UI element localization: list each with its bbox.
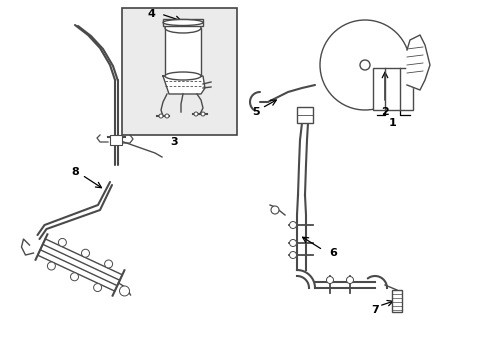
Circle shape [289,239,296,247]
Text: 6: 6 [328,248,336,258]
Ellipse shape [163,19,203,26]
Ellipse shape [164,23,201,33]
Ellipse shape [164,72,201,80]
Text: 5: 5 [252,107,259,117]
Bar [391,290,401,312]
Polygon shape [163,76,204,94]
Circle shape [119,286,129,296]
Circle shape [70,273,79,281]
Text: 4: 4 [147,9,155,19]
Circle shape [270,206,279,214]
Circle shape [93,284,102,292]
Circle shape [164,114,169,118]
Circle shape [289,221,296,229]
Text: 2: 2 [380,107,388,117]
Text: 3: 3 [170,137,178,147]
Circle shape [346,276,353,284]
Text: 1: 1 [388,118,396,128]
Bar [296,107,312,123]
Circle shape [104,260,112,268]
Bar [163,19,203,26]
Circle shape [81,249,89,257]
Circle shape [58,238,66,247]
Bar [372,68,412,110]
Circle shape [289,252,296,258]
Bar [122,8,237,135]
Circle shape [319,20,409,110]
Bar [164,28,201,76]
Circle shape [194,112,198,116]
Circle shape [359,60,369,70]
Circle shape [47,262,55,270]
Text: 8: 8 [71,167,79,177]
Circle shape [159,114,163,118]
Circle shape [326,276,333,284]
Polygon shape [406,35,429,90]
Text: 7: 7 [370,305,378,315]
Circle shape [201,112,204,116]
Bar [110,135,122,145]
